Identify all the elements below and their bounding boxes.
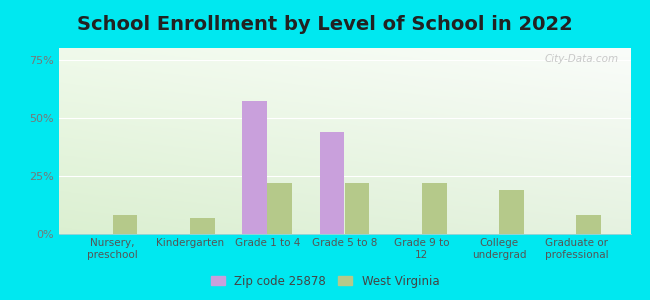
Bar [422,183,447,234]
Text: City-Data.com: City-Data.com [545,54,619,64]
Bar [112,215,137,234]
Bar [577,215,601,234]
Bar [190,218,214,234]
Bar [267,183,292,234]
Bar [320,132,345,234]
Bar [242,101,267,234]
Bar [499,190,524,234]
Bar [344,183,369,234]
Legend: Zip code 25878, West Virginia: Zip code 25878, West Virginia [207,271,443,291]
Text: School Enrollment by Level of School in 2022: School Enrollment by Level of School in … [77,15,573,34]
